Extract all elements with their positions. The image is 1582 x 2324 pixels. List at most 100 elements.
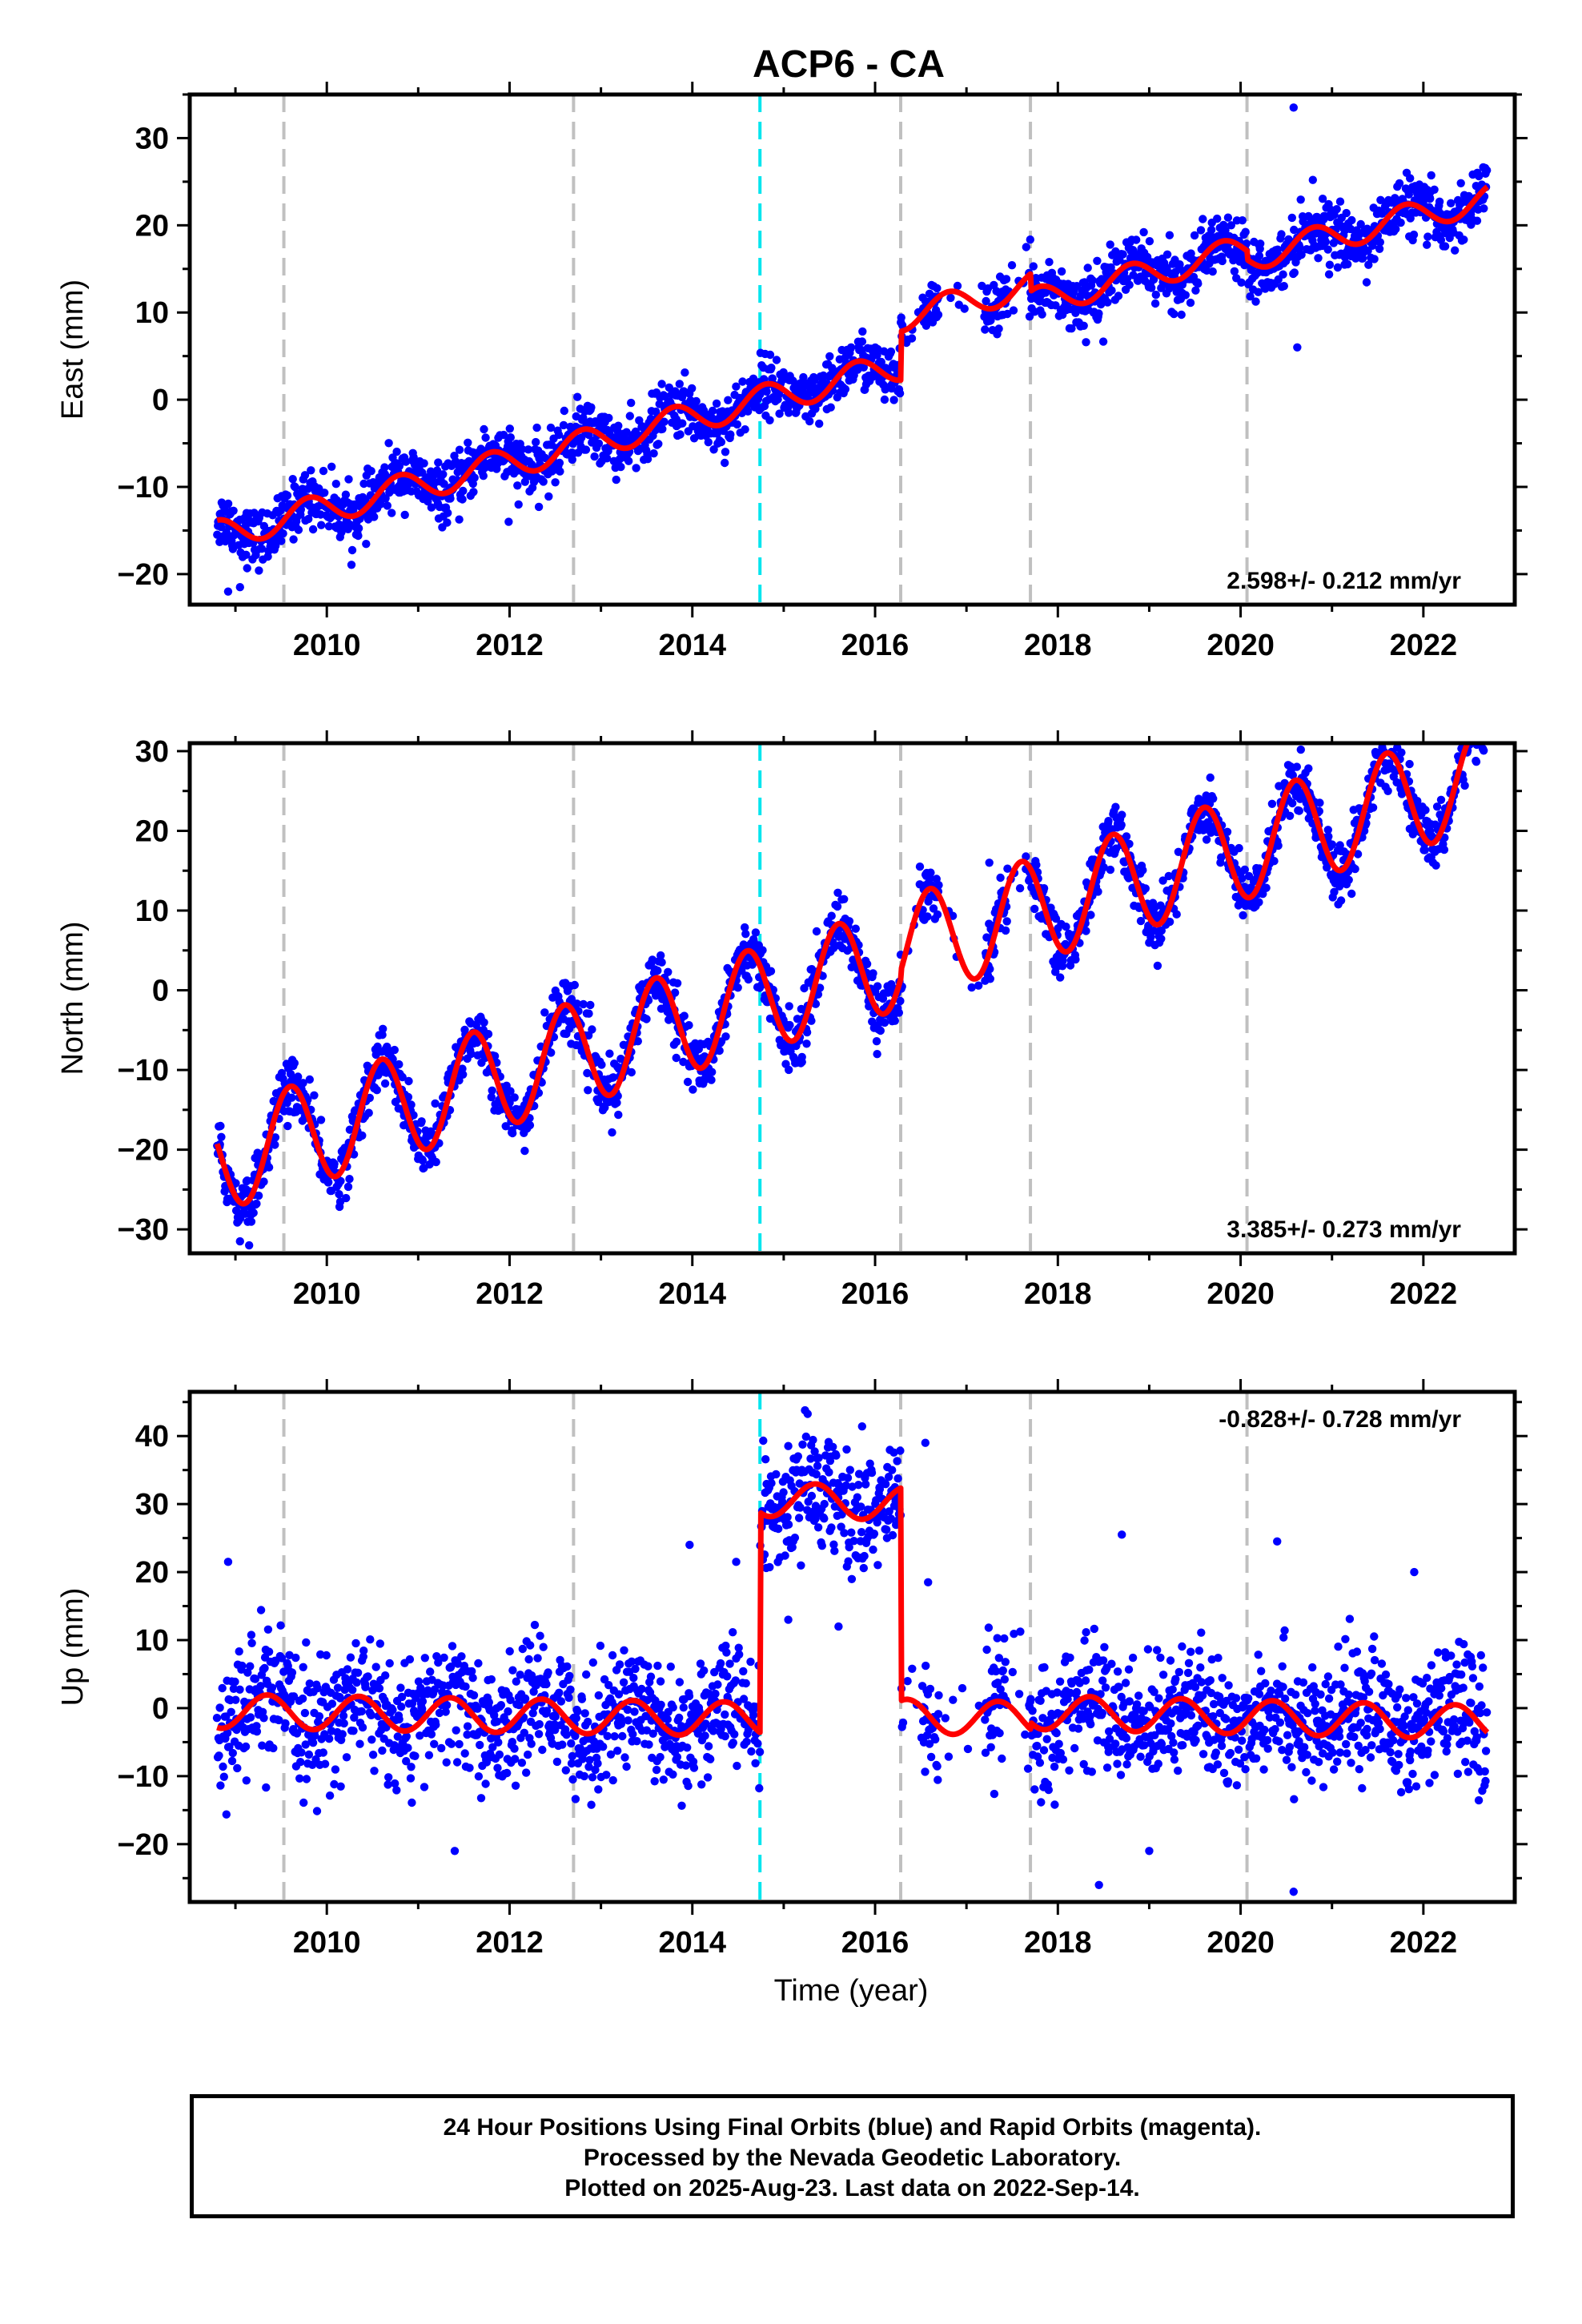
data-point — [1323, 863, 1331, 872]
data-point — [379, 1024, 387, 1034]
data-point — [528, 1709, 537, 1718]
data-point — [1477, 729, 1485, 737]
data-point — [933, 283, 942, 293]
data-point — [599, 1743, 608, 1751]
data-point — [402, 1732, 411, 1741]
data-point — [395, 461, 404, 471]
data-point — [216, 1121, 225, 1131]
data-point — [288, 475, 297, 484]
data-point — [954, 300, 964, 309]
data-point — [1003, 864, 1012, 873]
data-point — [886, 347, 896, 356]
data-point — [1397, 748, 1406, 757]
data-point — [397, 1703, 406, 1711]
data-point — [405, 1655, 415, 1664]
data-point — [841, 384, 850, 394]
data-point — [1435, 197, 1444, 206]
data-point — [556, 1697, 566, 1706]
data-point — [1430, 185, 1439, 194]
outlier-point — [797, 1057, 806, 1067]
data-point — [1287, 213, 1297, 223]
data-point — [1308, 175, 1318, 184]
data-point — [277, 537, 286, 545]
data-point — [616, 462, 625, 472]
data-point — [285, 1651, 294, 1659]
panel-3: 2010 2012 2014 2016 2018 2020 2022−20−10010203… — [56, 1379, 1528, 1960]
rate-label: 3.385+/- 0.273 mm/yr — [1227, 1216, 1461, 1243]
data-point — [296, 1758, 305, 1767]
data-point — [1324, 270, 1334, 279]
data-point — [327, 1699, 337, 1708]
data-point — [845, 917, 854, 926]
data-point — [499, 430, 508, 440]
data-point — [1062, 923, 1070, 931]
data-point — [802, 1039, 811, 1048]
data-point — [658, 424, 667, 433]
data-point — [1409, 230, 1419, 239]
data-point — [426, 1667, 435, 1676]
data-point — [223, 499, 233, 509]
data-point — [785, 408, 793, 417]
data-point — [452, 1758, 462, 1767]
data-point — [1165, 231, 1174, 239]
data-point — [487, 1675, 496, 1684]
outlier-point — [235, 1236, 244, 1246]
data-point — [225, 1743, 234, 1751]
data-point — [395, 1059, 404, 1069]
data-point — [367, 467, 375, 476]
data-point — [383, 501, 391, 510]
data-point — [349, 1727, 358, 1735]
data-point — [873, 351, 881, 360]
data-point — [1132, 235, 1141, 244]
data-point — [1003, 309, 1012, 319]
data-point — [431, 1099, 440, 1108]
x-tick-label: 2012 — [476, 629, 544, 662]
data-point — [676, 430, 685, 439]
data-point — [1480, 712, 1488, 720]
data-point — [1468, 722, 1476, 730]
data-point — [351, 1638, 360, 1648]
data-point — [1202, 835, 1211, 844]
model-fit-line — [214, 743, 1471, 1207]
data-point — [347, 561, 356, 569]
data-point — [546, 423, 556, 432]
data-point — [772, 356, 781, 364]
data-point — [1377, 722, 1385, 730]
data-point — [414, 1677, 424, 1686]
data-point — [212, 1714, 222, 1723]
data-point — [807, 1016, 816, 1025]
outlier-point — [926, 875, 934, 883]
data-point — [1237, 278, 1246, 287]
data-point — [1314, 254, 1323, 263]
data-point — [887, 979, 896, 989]
data-point — [685, 1021, 693, 1030]
data-point — [1347, 889, 1356, 899]
data-point — [660, 417, 669, 426]
data-point — [929, 904, 938, 913]
data-point — [1145, 237, 1154, 246]
data-point — [584, 1717, 592, 1727]
data-point — [1106, 240, 1114, 249]
data-point — [441, 1707, 450, 1716]
data-point — [633, 1037, 642, 1046]
data-point — [396, 1683, 405, 1692]
data-point — [1353, 850, 1363, 858]
data-point — [588, 1773, 597, 1782]
data-point — [219, 1772, 228, 1781]
data-point — [1256, 239, 1265, 248]
data-point — [600, 1103, 609, 1112]
data-point — [501, 1122, 510, 1131]
data-point — [857, 337, 867, 346]
data-point — [1315, 798, 1324, 807]
data-point — [322, 1651, 331, 1660]
data-point — [289, 535, 298, 544]
data-point — [586, 1000, 595, 1010]
data-point — [393, 1732, 402, 1741]
data-point — [420, 459, 428, 468]
data-point — [524, 1750, 532, 1759]
data-point — [344, 475, 353, 484]
data-point — [815, 419, 824, 428]
data-point — [756, 390, 765, 399]
data-point — [1164, 871, 1174, 881]
data-point — [1295, 806, 1304, 815]
